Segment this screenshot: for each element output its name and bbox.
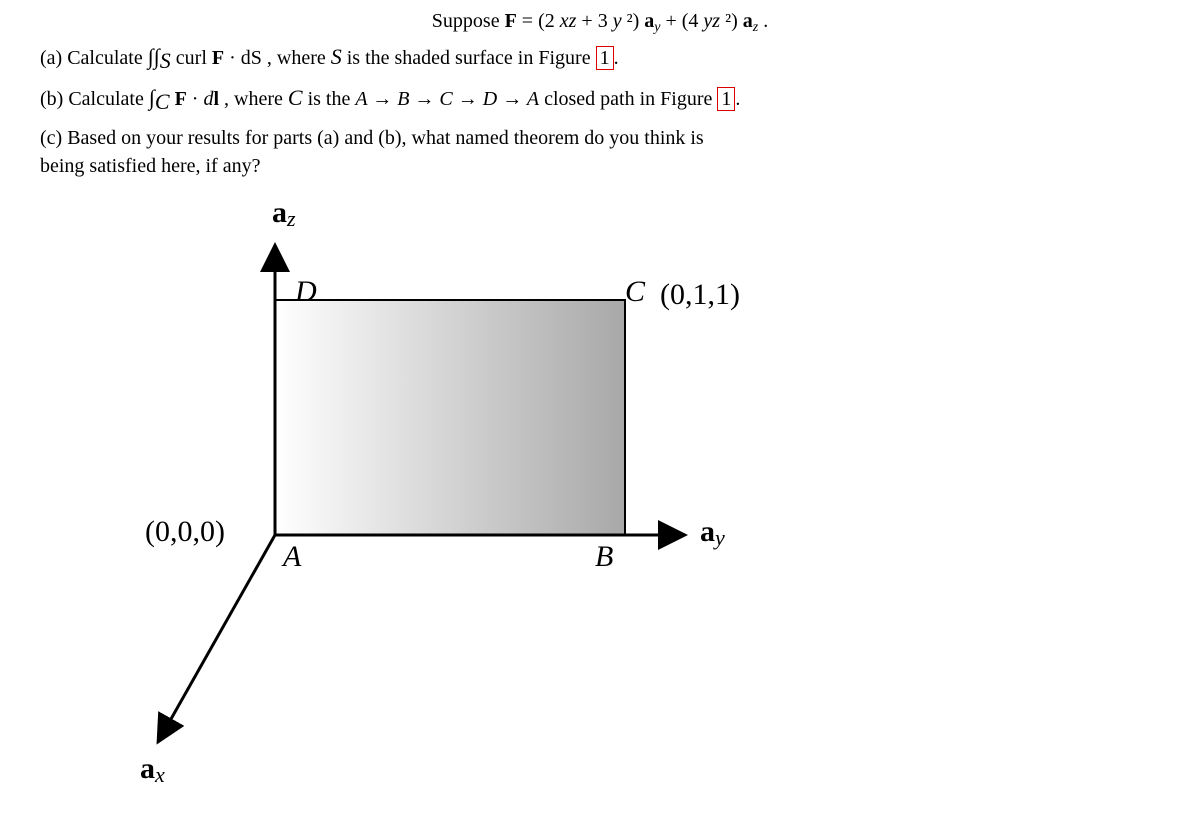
ax-axis-label: ax: [140, 752, 165, 788]
eq-y: y: [613, 10, 622, 32]
az-axis-label: az: [272, 196, 296, 232]
shaded-surface: [275, 300, 625, 535]
pa-dS: dS: [241, 47, 262, 69]
pb-F: F: [175, 88, 187, 110]
ay-axis-label: ay: [700, 515, 725, 551]
eq-xz: xz: [560, 10, 577, 32]
origin-label: (0,0,0): [145, 515, 225, 549]
eq-az: a: [743, 10, 753, 32]
pb-isthe: is the: [308, 88, 356, 110]
eq-plus1: + 3: [581, 10, 607, 32]
vertex-d: D: [295, 275, 317, 309]
pb-where: , where: [224, 88, 288, 110]
pa-F: F: [212, 47, 224, 69]
pa-end: .: [614, 47, 619, 69]
pa-S: S: [331, 44, 342, 69]
eq-az-sub: z: [753, 20, 758, 35]
pa-int-sub: S: [160, 48, 171, 73]
pc-line1: (c) Based on your results for parts (a) …: [40, 127, 704, 149]
figure-ref-1a[interactable]: 1: [596, 46, 614, 70]
eq-F: F: [505, 10, 517, 32]
pa-where: , where: [267, 47, 331, 69]
eq-sq1: ²): [627, 10, 645, 32]
pb-label: (b) Calculate: [40, 88, 149, 110]
vertex-a: A: [283, 540, 301, 574]
eq-dot: .: [763, 10, 768, 32]
pb-path: A → B → C → D → A: [355, 88, 539, 110]
vertex-c: C: [625, 275, 645, 309]
problem-b: (b) Calculate ∫C F · dl , where C is the…: [40, 83, 1160, 118]
pb-dl: dl: [203, 88, 219, 110]
eq-yz: yz: [703, 10, 720, 32]
problem-c: (c) Based on your results for parts (a) …: [40, 124, 1160, 180]
eq-prefix: Suppose: [432, 10, 505, 32]
pb-end: .: [735, 88, 740, 110]
eq-eq: = (2: [522, 10, 555, 32]
pb-dot: ·: [192, 88, 204, 110]
pa-dot: ·: [229, 47, 241, 69]
problem-a: (a) Calculate ∫∫S curl F · dS , where S …: [40, 42, 1160, 77]
vertex-b: B: [595, 540, 613, 574]
pa-fig: is the shaded surface in Figure: [347, 47, 596, 69]
vector-field-equation: Suppose F = (2 xz + 3 y ²) ay + (4 yz ²)…: [40, 10, 1160, 36]
pa-curl: curl: [176, 47, 212, 69]
eq-ay: a: [644, 10, 654, 32]
pa-integral: ∫∫: [148, 44, 160, 69]
eq-plus2: + (4: [665, 10, 698, 32]
pc-line2: being satisfied here, if any?: [40, 155, 260, 177]
figure-ref-1b[interactable]: 1: [717, 87, 735, 111]
eq-sq2: ²): [725, 10, 743, 32]
pb-C: C: [288, 85, 303, 110]
figure-1: az ay ax (0,0,0) (0,1,1) A B C D: [100, 190, 800, 810]
corner-label: (0,1,1): [660, 278, 740, 312]
eq-ay-sub: y: [654, 20, 660, 35]
pa-label: (a) Calculate: [40, 47, 148, 69]
pb-int-sub: C: [155, 89, 170, 114]
pb-fig: closed path in Figure: [544, 88, 717, 110]
x-axis: [158, 535, 275, 742]
